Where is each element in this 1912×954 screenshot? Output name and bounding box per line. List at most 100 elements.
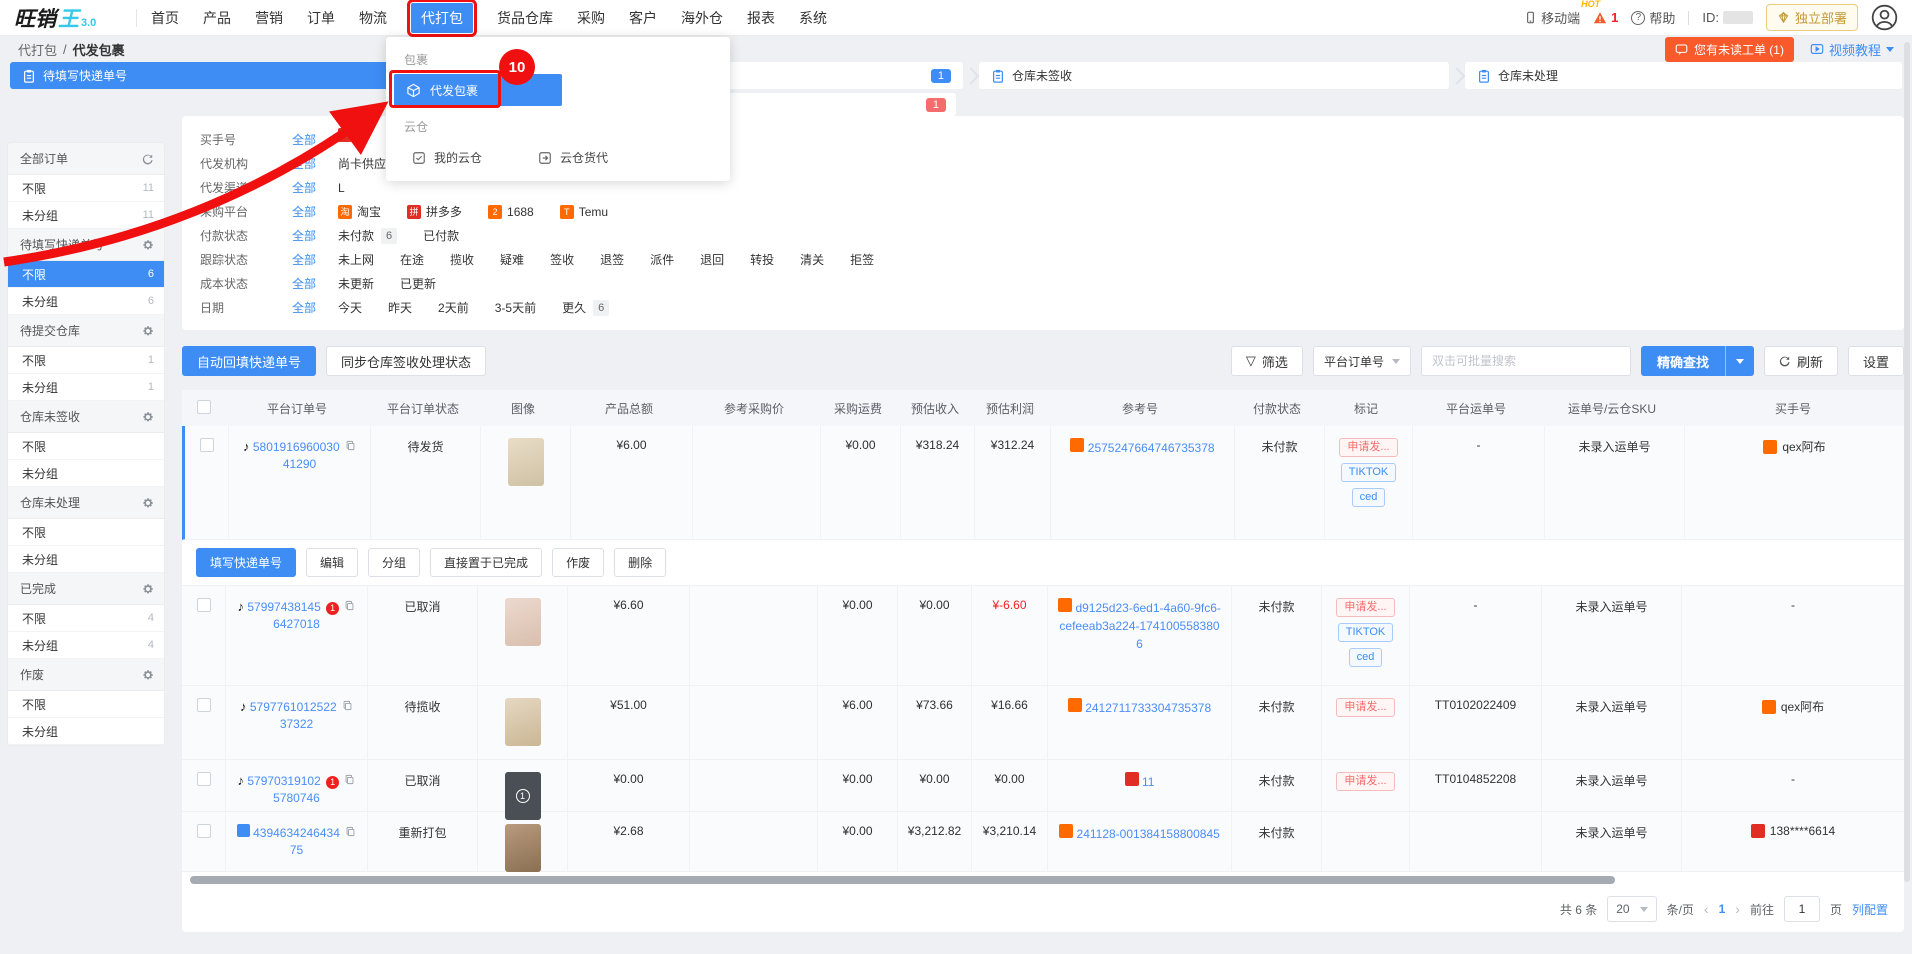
filter-all-option[interactable]: 全部 xyxy=(292,157,317,171)
mobile-app-link[interactable]: 移动端 HOT xyxy=(1524,0,1600,27)
reference-number-cell[interactable]: d9125d23-6ed1-4a60-9fc6-cefeeab3a224-174… xyxy=(1048,586,1232,685)
refresh-icon[interactable] xyxy=(142,153,154,165)
gear-icon[interactable] xyxy=(142,325,154,337)
mark-completed-button[interactable]: 直接置于已完成 xyxy=(430,548,543,577)
buyer-platform-option[interactable] xyxy=(338,128,352,142)
track-option[interactable]: 退签 xyxy=(600,253,625,267)
tag-apply-ship[interactable]: 申请发... xyxy=(1339,438,1398,457)
search-type-select[interactable]: 平台订单号 xyxy=(1312,346,1411,376)
gear-icon[interactable] xyxy=(142,411,154,423)
sidebar-group-voided[interactable]: 作废 xyxy=(8,659,164,691)
track-option[interactable]: 未上网 xyxy=(338,253,375,267)
product-image[interactable]: 1 xyxy=(504,772,541,820)
col-header[interactable]: 买手号 xyxy=(1774,401,1811,416)
platform-option-1688[interactable]: 2 1688 xyxy=(488,200,534,224)
alert-indicator[interactable]: 1 xyxy=(1593,10,1618,25)
tag-tiktok[interactable]: TIKTOK xyxy=(1337,623,1394,642)
unread-ticket-button[interactable]: 您有未读工单 (1) xyxy=(1664,36,1794,62)
sidebar-group-pending-tracking[interactable]: 待填写快递单号 xyxy=(8,229,164,261)
gear-icon[interactable] xyxy=(142,583,154,595)
exact-search-button[interactable]: 精确查找 xyxy=(1640,346,1754,376)
vertical-scrollbar[interactable] xyxy=(1904,42,1910,882)
nav-item-product[interactable]: 产品 xyxy=(203,9,231,26)
table-row[interactable]: ♪ 57997438145 1 6427018 已取消 ¥6.60 ¥0.00 … xyxy=(182,586,1904,686)
sidebar-item-pending-ungrouped[interactable]: 未分组 6 xyxy=(8,288,164,315)
product-image[interactable] xyxy=(504,698,541,746)
fill-tracking-button[interactable]: 填写快递单号 xyxy=(196,548,297,577)
copy-icon[interactable] xyxy=(344,600,355,614)
step-warehouse-unsigned[interactable]: 仓库未签收 xyxy=(979,62,1449,89)
tag-apply-ship[interactable]: 申请发... xyxy=(1336,598,1395,617)
edit-button[interactable]: 编辑 xyxy=(306,548,359,577)
nav-item-proxy-packing-active[interactable]: 代打包 xyxy=(407,0,477,37)
date-option-older[interactable]: 更久 6 xyxy=(562,296,610,320)
page-size-select[interactable]: 20 xyxy=(1607,896,1657,922)
sidebar-item-submit-unlimited[interactable]: 不限 1 xyxy=(8,347,164,374)
col-header[interactable]: 采购运费 xyxy=(833,401,882,416)
order-number-link[interactable]: 6427018 xyxy=(273,617,320,631)
next-page-button[interactable]: › xyxy=(1735,901,1740,917)
cost-option[interactable]: 已更新 xyxy=(400,277,437,291)
prev-page-button[interactable]: ‹ xyxy=(1703,901,1709,917)
step-warehouse-unprocessed[interactable]: 仓库未处理 xyxy=(1465,62,1902,89)
sidebar-item-all-unlimited[interactable]: 不限 11 xyxy=(8,175,164,202)
current-page[interactable]: 1 xyxy=(1718,902,1726,916)
table-row[interactable]: ♪ 5797761012522 37322 待揽收 ¥51.00 ¥6.00 ¥… xyxy=(182,686,1904,760)
gear-icon[interactable] xyxy=(142,669,154,681)
reference-number-link[interactable]: d9125d23-6ed1-4a60-9fc6-cefeeab3a224-174… xyxy=(1059,601,1221,651)
tag-tiktok[interactable]: TIKTOK xyxy=(1340,463,1397,482)
channel-option[interactable]: L xyxy=(338,181,345,195)
filter-all-option[interactable]: 全部 xyxy=(292,301,317,315)
track-option[interactable]: 揽收 xyxy=(450,253,475,267)
order-number-link[interactable]: 5780746 xyxy=(273,791,320,805)
row-checkbox[interactable] xyxy=(196,772,211,786)
date-option[interactable]: 3-5天前 xyxy=(494,301,537,315)
sidebar-item-pending-unlimited-selected[interactable]: 不限 6 xyxy=(8,261,164,288)
exact-search-label[interactable]: 精确查找 xyxy=(1640,346,1725,376)
nav-item-warehouse[interactable]: 货品仓库 xyxy=(497,9,553,26)
date-option[interactable]: 今天 xyxy=(338,301,363,315)
goto-page-input[interactable] xyxy=(1783,896,1820,922)
copy-icon[interactable] xyxy=(342,700,353,714)
reference-number-link[interactable]: 241128-001384158800845 xyxy=(1076,827,1220,841)
gear-icon[interactable] xyxy=(142,239,154,251)
search-dropdown-toggle[interactable] xyxy=(1724,346,1754,376)
help-link[interactable]: ? 帮助 xyxy=(1631,8,1675,27)
row-checkbox[interactable] xyxy=(199,438,214,452)
copy-icon[interactable] xyxy=(345,440,356,454)
nav-item-overseas[interactable]: 海外仓 xyxy=(681,9,723,26)
nav-item-system[interactable]: 系统 xyxy=(799,9,827,26)
sidebar-item-unprocessed-ungrouped[interactable]: 未分组 xyxy=(8,546,164,573)
reference-number-cell[interactable]: 11 xyxy=(1048,760,1232,811)
col-header[interactable]: 运单号/云仓SKU xyxy=(1567,401,1656,416)
order-number-link[interactable]: 41290 xyxy=(282,457,317,471)
col-header[interactable]: 预估收入 xyxy=(910,401,959,416)
order-number-link[interactable]: 37322 xyxy=(279,717,314,731)
track-option[interactable]: 拒签 xyxy=(850,253,875,267)
filter-all-option[interactable]: 全部 xyxy=(292,133,317,147)
filter-all-option[interactable]: 全部 xyxy=(292,229,317,243)
menu-item-my-cloud-warehouse[interactable]: 我的云仓 xyxy=(412,149,482,166)
sidebar-item-submit-ungrouped[interactable]: 未分组 1 xyxy=(8,374,164,401)
order-number-link[interactable]: 4394634246434 xyxy=(253,826,340,840)
reference-number-link[interactable]: 11 xyxy=(1141,775,1155,789)
track-option[interactable]: 疑难 xyxy=(500,253,525,267)
order-number-link[interactable]: 5801916960030 xyxy=(252,440,340,454)
tag-apply-ship[interactable]: 申请发... xyxy=(1336,772,1395,791)
sidebar-group-all-orders[interactable]: 全部订单 xyxy=(8,143,164,175)
menu-item-proxy-parcel-active[interactable]: 代发包裹 xyxy=(389,70,562,108)
filter-all-option[interactable]: 全部 xyxy=(292,253,317,267)
col-header[interactable]: 预估利润 xyxy=(985,401,1034,416)
autofill-tracking-button[interactable]: 自动回填快递单号 xyxy=(182,346,317,376)
track-option[interactable]: 签收 xyxy=(550,253,575,267)
nav-item-logistics[interactable]: 物流 xyxy=(359,9,387,26)
void-button[interactable]: 作废 xyxy=(552,548,605,577)
tag-ced[interactable]: ced xyxy=(1351,488,1386,507)
delete-button[interactable]: 删除 xyxy=(614,548,667,577)
sidebar-group-unsigned[interactable]: 仓库未签收 xyxy=(8,401,164,433)
platform-option-temu[interactable]: T Temu xyxy=(559,200,608,224)
track-option[interactable]: 转投 xyxy=(750,253,775,267)
filter-button[interactable]: ▽ 筛选 xyxy=(1230,346,1303,376)
reference-number-cell[interactable]: 2575247664746735378 xyxy=(1051,426,1235,539)
sidebar-item-unprocessed-unlimited[interactable]: 不限 xyxy=(8,519,164,546)
